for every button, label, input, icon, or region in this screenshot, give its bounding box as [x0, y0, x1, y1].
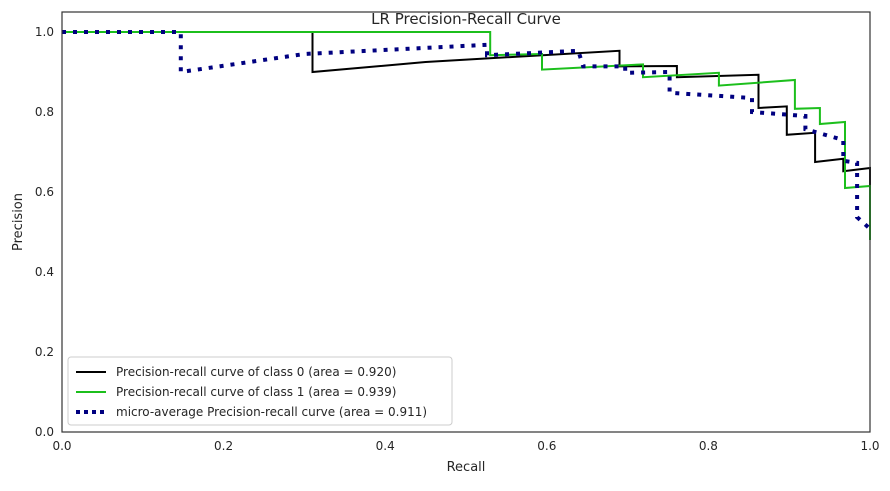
legend: Precision-recall curve of class 0 (area …: [67, 356, 453, 426]
legend-box: [67, 356, 453, 426]
y-tick-label: 0.8: [35, 105, 54, 119]
y-tick-label: 0.4: [35, 265, 54, 279]
legend-label-2: micro-average Precision-recall curve (ar…: [116, 405, 427, 419]
x-tick-label: 0.4: [376, 439, 395, 453]
y-tick-label: 0.2: [35, 345, 54, 359]
y-axis-label: Precision: [11, 193, 26, 251]
x-tick-label: 0.8: [699, 439, 718, 453]
chart-title: LR Precision-Recall Curve: [371, 10, 561, 28]
legend-label-0: Precision-recall curve of class 0 (area …: [116, 365, 396, 379]
x-tick-label: 0.0: [52, 439, 71, 453]
series-line-2: [62, 30, 872, 232]
y-tick-label: 0.0: [35, 425, 54, 439]
plot-frame: [61, 11, 871, 433]
y-tick-label: 1.0: [35, 25, 54, 39]
x-tick-label: 0.6: [537, 439, 556, 453]
x-tick-label: 1.0: [860, 439, 879, 453]
x-axis-label: Recall: [447, 460, 486, 475]
y-tick-label: 0.6: [35, 185, 54, 199]
x-tick-label: 0.2: [214, 439, 233, 453]
series-line-0: [62, 31, 871, 240]
series-line-1: [62, 31, 871, 240]
legend-label-1: Precision-recall curve of class 1 (area …: [116, 385, 396, 399]
